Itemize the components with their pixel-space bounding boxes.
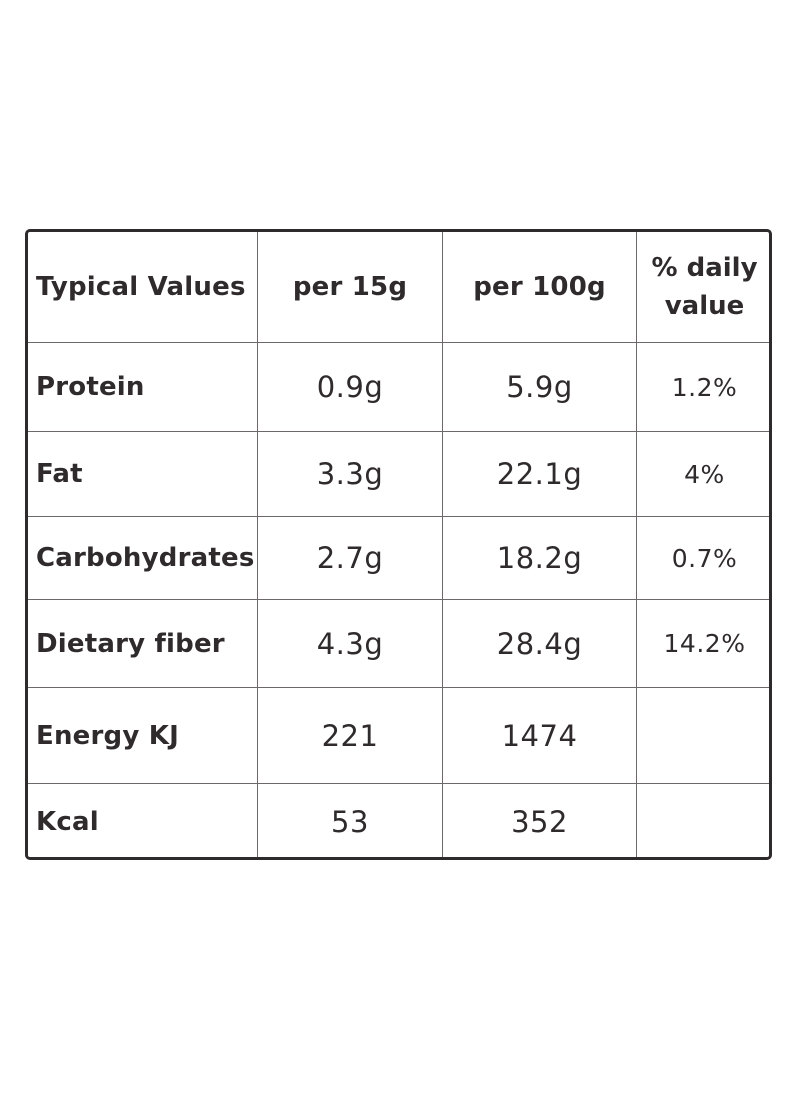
per-15g-value: 2.7g: [316, 541, 384, 575]
header-cell-per-100g: per 100g: [442, 232, 636, 342]
table-row: Carbohydrates 2.7g 18.2g 0.7%: [28, 516, 769, 599]
per-100g-cell: 18.2g: [442, 517, 636, 599]
per-15g-value: 0.9g: [316, 370, 384, 404]
table-row: Dietary fiber 4.3g 28.4g 14.2%: [28, 599, 769, 687]
header-typical-values: Typical Values: [36, 272, 246, 302]
row-label-cell: Carbohydrates: [28, 517, 257, 599]
per-100g-cell: 1474: [442, 688, 636, 783]
per-15g-value: 4.3g: [316, 626, 384, 661]
table-row: Energy KJ 221 1474: [28, 687, 769, 783]
row-label: Dietary fiber: [36, 628, 225, 659]
header-daily-line1: % daily: [651, 253, 758, 283]
per-15g-value: 53: [331, 805, 369, 839]
daily-value: 4%: [684, 459, 725, 489]
row-label-cell: Energy KJ: [28, 688, 257, 783]
header-cell-label: Typical Values: [28, 232, 257, 342]
per-15g-cell: 53: [257, 784, 442, 857]
per-15g-cell: 0.9g: [257, 343, 442, 431]
header-per-15g: per 15g: [292, 272, 408, 302]
daily-value: 0.7%: [671, 543, 738, 573]
per-100g-cell: 352: [442, 784, 636, 857]
nutrition-table: Typical Values per 15g per 100g % daily …: [25, 229, 772, 860]
per-15g-value: 221: [321, 718, 379, 753]
row-label: Carbohydrates: [36, 543, 255, 573]
daily-value: 14.2%: [663, 629, 746, 658]
per-100g-value: 28.4g: [496, 626, 583, 661]
table-header-row: Typical Values per 15g per 100g % daily …: [28, 232, 769, 342]
row-label-cell: Fat: [28, 432, 257, 516]
daily-value-cell: 1.2%: [636, 343, 769, 431]
row-label: Energy KJ: [36, 720, 179, 751]
per-100g-value: 352: [511, 805, 568, 839]
row-label-cell: Kcal: [28, 784, 257, 857]
header-per-100g: per 100g: [473, 272, 606, 302]
per-100g-cell: 28.4g: [442, 600, 636, 687]
daily-value-cell: 0.7%: [636, 517, 769, 599]
per-100g-value: 5.9g: [506, 370, 573, 404]
row-label-cell: Dietary fiber: [28, 600, 257, 687]
daily-value-cell: 14.2%: [636, 600, 769, 687]
per-15g-cell: 3.3g: [257, 432, 442, 516]
row-label: Kcal: [36, 807, 99, 837]
header-daily-value: % daily value: [651, 249, 757, 325]
header-cell-daily-value: % daily value: [636, 232, 769, 342]
header-daily-line2: value: [664, 291, 745, 321]
row-label: Protein: [36, 372, 145, 402]
per-100g-value: 18.2g: [496, 541, 583, 575]
table-row: Protein 0.9g 5.9g 1.2%: [28, 342, 769, 431]
daily-value-cell: [636, 784, 769, 857]
daily-value-cell: 4%: [636, 432, 769, 516]
per-100g-cell: 5.9g: [442, 343, 636, 431]
daily-value-cell: [636, 688, 769, 783]
per-100g-value: 1474: [501, 718, 578, 753]
table-row: Fat 3.3g 22.1g 4%: [28, 431, 769, 516]
daily-value: 1.2%: [671, 372, 738, 402]
per-15g-cell: 221: [257, 688, 442, 783]
table-row: Kcal 53 352: [28, 783, 769, 857]
per-15g-cell: 2.7g: [257, 517, 442, 599]
row-label: Fat: [36, 459, 83, 489]
row-label-cell: Protein: [28, 343, 257, 431]
per-100g-value: 22.1g: [496, 457, 583, 491]
per-15g-cell: 4.3g: [257, 600, 442, 687]
per-15g-value: 3.3g: [316, 457, 384, 491]
header-cell-per-15g: per 15g: [257, 232, 442, 342]
per-100g-cell: 22.1g: [442, 432, 636, 516]
